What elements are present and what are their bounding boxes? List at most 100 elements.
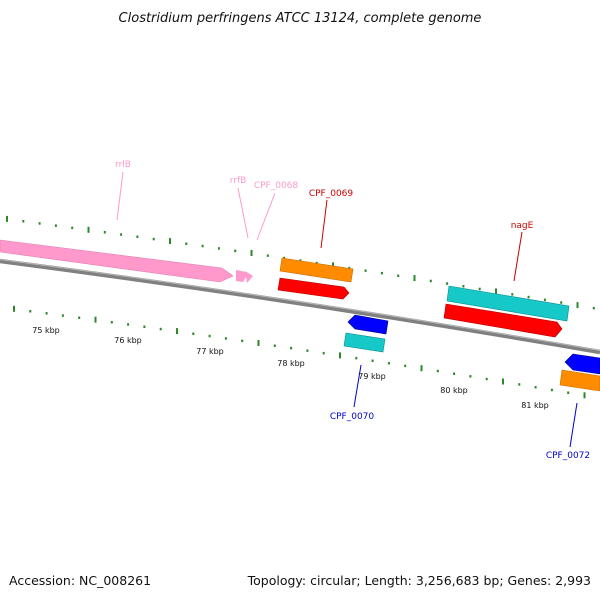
minor-tick bbox=[387, 362, 390, 365]
nagE-leader bbox=[513, 231, 523, 282]
cpf-0068-feature[interactable] bbox=[245, 271, 253, 283]
major-tick bbox=[250, 250, 253, 256]
scale-label: 76 kbp bbox=[114, 336, 142, 345]
minor-tick bbox=[527, 295, 530, 299]
minor-tick bbox=[348, 266, 351, 270]
minor-tick bbox=[29, 310, 32, 313]
minor-tick bbox=[404, 364, 407, 368]
major-tick bbox=[13, 305, 15, 312]
major-tick bbox=[6, 215, 8, 222]
minor-tick bbox=[120, 233, 123, 236]
minor-tick bbox=[355, 356, 358, 360]
minor-tick bbox=[567, 391, 570, 394]
scale-label: 77 kbp bbox=[196, 347, 224, 356]
minor-tick bbox=[322, 351, 325, 355]
minor-tick bbox=[103, 231, 106, 234]
minor-tick bbox=[518, 383, 521, 386]
minor-tick bbox=[241, 339, 244, 343]
major-tick bbox=[169, 238, 171, 245]
cpf-0068-leader bbox=[256, 192, 276, 241]
scale-label: 78 kbp bbox=[277, 359, 305, 368]
minor-tick bbox=[152, 237, 155, 241]
nagE-red-feature[interactable] bbox=[443, 303, 563, 338]
major-tick bbox=[583, 392, 586, 399]
minor-tick bbox=[159, 327, 162, 331]
major-tick bbox=[176, 328, 178, 335]
minor-tick bbox=[201, 244, 204, 248]
rrlB-feature[interactable] bbox=[0, 239, 234, 283]
minor-tick bbox=[54, 224, 57, 227]
nagE-cyan-feature[interactable] bbox=[446, 285, 570, 322]
rrfB-leader bbox=[237, 187, 249, 239]
cpf-0070-leader bbox=[353, 364, 362, 408]
minor-tick bbox=[560, 301, 563, 304]
lower-tick-row bbox=[13, 305, 586, 399]
cpf-0069-leader bbox=[320, 199, 328, 249]
cpf-0069-orange-feature[interactable] bbox=[279, 257, 354, 283]
topology-text: Topology: circular; Length: 3,256,683 bp… bbox=[247, 573, 591, 588]
major-tick bbox=[576, 302, 579, 309]
minor-tick bbox=[380, 271, 383, 275]
cpf-0072-orange-feature[interactable] bbox=[559, 369, 600, 392]
minor-tick bbox=[290, 346, 293, 350]
minor-tick bbox=[478, 287, 481, 291]
accession-text: Accession: NC_008261 bbox=[9, 573, 151, 588]
minor-tick bbox=[143, 325, 146, 328]
gene-label-rrlB[interactable]: rrlB bbox=[115, 160, 131, 170]
minor-tick bbox=[224, 337, 227, 340]
major-tick bbox=[332, 262, 334, 269]
major-tick bbox=[420, 365, 423, 372]
cpf-0072-blue-feature[interactable] bbox=[564, 353, 600, 375]
minor-tick bbox=[315, 261, 318, 265]
upper-tick-row bbox=[6, 215, 595, 310]
gene-label-rrfB[interactable]: rrfB bbox=[230, 176, 247, 186]
major-tick bbox=[339, 352, 341, 359]
cpf-0070-cyan-feature[interactable] bbox=[343, 332, 386, 353]
minor-tick bbox=[469, 375, 472, 378]
minor-tick bbox=[462, 285, 465, 288]
minor-tick bbox=[38, 222, 41, 225]
minor-tick bbox=[364, 269, 367, 272]
minor-tick bbox=[543, 298, 546, 302]
major-tick bbox=[257, 340, 260, 346]
minor-tick bbox=[429, 279, 432, 283]
minor-tick bbox=[534, 386, 537, 389]
minor-tick bbox=[371, 359, 374, 362]
minor-tick bbox=[110, 321, 113, 324]
minor-tick bbox=[136, 235, 139, 238]
minor-tick bbox=[22, 220, 25, 223]
gene-label-cpf-0068[interactable]: CPF_0068 bbox=[254, 181, 299, 191]
minor-tick bbox=[273, 344, 276, 347]
rrlB-leader bbox=[116, 171, 124, 221]
minor-tick bbox=[550, 388, 553, 392]
major-tick bbox=[495, 288, 497, 295]
minor-tick bbox=[185, 242, 188, 245]
minor-tick bbox=[71, 226, 74, 230]
gene-label-cpf-0069[interactable]: CPF_0069 bbox=[309, 189, 354, 199]
minor-tick bbox=[192, 332, 195, 335]
map-title: Clostridium perfringens ATCC 13124, comp… bbox=[119, 11, 482, 26]
minor-tick bbox=[208, 334, 211, 338]
rrfB-feature[interactable] bbox=[236, 270, 246, 282]
minor-tick bbox=[511, 293, 514, 296]
genome-backbone bbox=[0, 258, 600, 355]
minor-tick bbox=[127, 323, 130, 326]
major-tick bbox=[87, 226, 90, 233]
scale-label: 79 kbp bbox=[358, 372, 386, 381]
scale-label: 80 kbp bbox=[440, 386, 468, 395]
minor-tick bbox=[453, 372, 456, 375]
major-tick bbox=[413, 275, 416, 282]
gene-label-nagE[interactable]: nagE bbox=[511, 221, 534, 231]
minor-tick bbox=[306, 349, 309, 352]
minor-tick bbox=[446, 282, 449, 285]
scale-label: 81 kbp bbox=[521, 401, 549, 410]
minor-tick bbox=[397, 274, 400, 277]
gene-label-cpf-0072[interactable]: CPF_0072 bbox=[546, 451, 590, 461]
minor-tick bbox=[217, 247, 220, 250]
cpf-0069-red-feature[interactable] bbox=[277, 277, 350, 300]
cpf-0070-blue-feature[interactable] bbox=[347, 314, 389, 335]
gene-label-cpf-0070[interactable]: CPF_0070 bbox=[330, 412, 375, 422]
cpf-0072-leader bbox=[569, 402, 578, 448]
minor-tick bbox=[45, 312, 48, 315]
